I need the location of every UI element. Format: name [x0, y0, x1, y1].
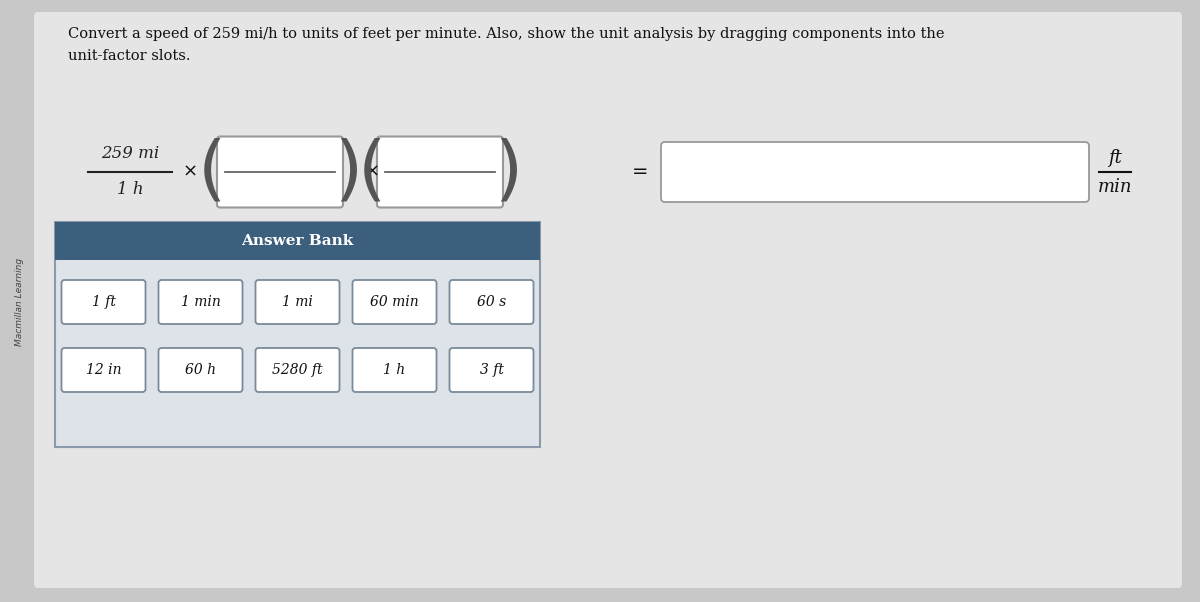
Text: 1 h: 1 h — [116, 181, 143, 199]
Text: 259 mi: 259 mi — [101, 146, 160, 163]
Text: 1 h: 1 h — [384, 363, 406, 377]
Text: ): ) — [334, 137, 362, 206]
Text: 3 ft: 3 ft — [480, 363, 504, 377]
Text: 1 min: 1 min — [181, 295, 221, 309]
Text: (: ( — [358, 137, 386, 206]
FancyBboxPatch shape — [353, 348, 437, 392]
Text: ): ) — [494, 137, 522, 206]
Text: 60 min: 60 min — [370, 295, 419, 309]
FancyBboxPatch shape — [256, 280, 340, 324]
Text: 1 ft: 1 ft — [91, 295, 115, 309]
FancyBboxPatch shape — [217, 137, 343, 208]
Text: 60 h: 60 h — [185, 363, 216, 377]
FancyBboxPatch shape — [661, 142, 1090, 202]
FancyBboxPatch shape — [353, 280, 437, 324]
FancyBboxPatch shape — [158, 348, 242, 392]
Text: =: = — [631, 163, 648, 181]
Text: 60 s: 60 s — [476, 295, 506, 309]
FancyBboxPatch shape — [55, 222, 540, 260]
FancyBboxPatch shape — [61, 280, 145, 324]
Text: ×: × — [182, 163, 198, 181]
FancyBboxPatch shape — [158, 280, 242, 324]
FancyBboxPatch shape — [377, 137, 503, 208]
Text: Answer Bank: Answer Bank — [241, 234, 354, 248]
Text: Convert a speed of 259 mi/h to units of feet per minute. Also, show the unit ana: Convert a speed of 259 mi/h to units of … — [68, 27, 944, 41]
Text: unit-factor slots.: unit-factor slots. — [68, 49, 191, 63]
FancyBboxPatch shape — [450, 280, 534, 324]
Text: 1 mi: 1 mi — [282, 295, 313, 309]
FancyBboxPatch shape — [450, 348, 534, 392]
FancyBboxPatch shape — [34, 12, 1182, 588]
Text: 5280 ft: 5280 ft — [272, 363, 323, 377]
Text: 12 in: 12 in — [85, 363, 121, 377]
FancyBboxPatch shape — [256, 348, 340, 392]
Text: Macmillan Learning: Macmillan Learning — [16, 258, 24, 346]
Text: (: ( — [198, 137, 226, 206]
FancyBboxPatch shape — [61, 348, 145, 392]
Text: min: min — [1098, 178, 1133, 196]
Text: ft: ft — [1108, 149, 1122, 167]
Text: ×: × — [365, 163, 379, 181]
FancyBboxPatch shape — [55, 222, 540, 447]
